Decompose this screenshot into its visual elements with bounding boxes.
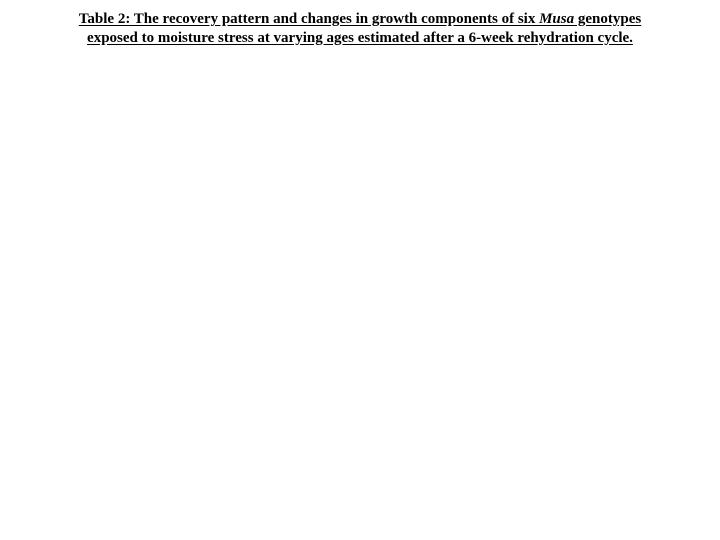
caption-line2: exposed to moisture stress at varying ag… [87, 30, 633, 46]
caption-line1-tail: genotypes [574, 11, 641, 27]
table-caption-container: Table 2: The recovery pattern and change… [0, 0, 720, 48]
caption-line1-lead: Table 2: The recovery pattern and change… [79, 11, 539, 27]
caption-italic-genus: Musa [539, 11, 574, 27]
table-caption: Table 2: The recovery pattern and change… [79, 10, 641, 48]
